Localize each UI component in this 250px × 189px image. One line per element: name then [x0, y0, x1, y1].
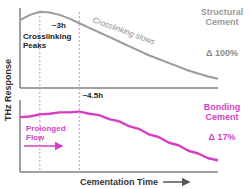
annotation: Δ 100%	[206, 48, 238, 58]
annotation: Crosslinking slows	[91, 15, 156, 46]
x-label: Cementation Time	[80, 177, 158, 187]
panel-1	[20, 100, 218, 172]
annotation: ~4.5h	[82, 91, 103, 100]
y-axis	[20, 100, 21, 172]
annotation: CrosslinkingPeaks	[23, 32, 72, 50]
annotation: ProlongedFlow	[26, 124, 66, 142]
x-axis	[20, 172, 218, 173]
annotation: Δ 17%	[209, 132, 236, 142]
series-label: StructuralCement	[201, 7, 244, 27]
series-line	[20, 12, 218, 79]
x-axis	[20, 88, 218, 89]
series-label: BondingCement	[204, 102, 241, 122]
marker-line	[79, 12, 80, 172]
annotation: ~3h	[52, 21, 66, 30]
series-line	[20, 112, 218, 161]
chart: StructuralCement ~3h CrosslinkingPeaks Cros…	[0, 0, 250, 189]
panel-0	[20, 8, 218, 88]
arrow	[163, 181, 189, 183]
y-label: THz Response	[3, 59, 13, 121]
arrow	[24, 145, 62, 147]
plot-area	[20, 12, 218, 79]
plot-area	[20, 112, 218, 161]
